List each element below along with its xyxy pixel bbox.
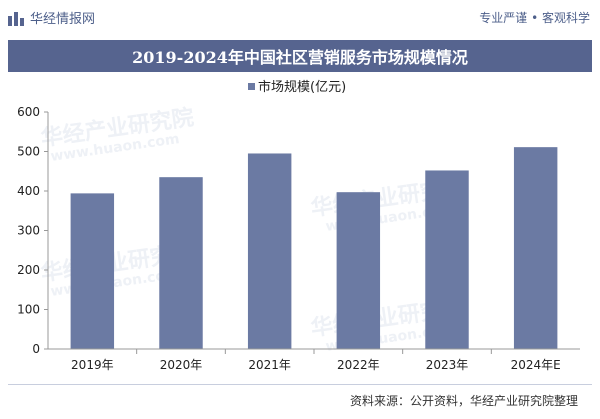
x-tick-label: 2024年E	[511, 358, 561, 372]
x-tick-label: 2019年	[71, 358, 114, 372]
top-bar: 华经情报网 专业严谨 • 客观科学	[0, 0, 600, 30]
bar	[247, 153, 292, 349]
x-tick-label: 2020年	[160, 358, 203, 372]
logo-text: 华经情报网	[30, 12, 96, 27]
logo: 华经情报网	[8, 8, 95, 27]
bar	[159, 177, 203, 349]
bar	[336, 192, 381, 349]
slogan: 专业严谨 • 客观科学	[479, 11, 590, 25]
y-tick-label: 200	[17, 263, 40, 277]
bottom-rule	[8, 384, 592, 385]
legend-label: 市场规模(亿元)	[258, 79, 346, 95]
bar	[513, 147, 558, 349]
bar	[70, 193, 115, 349]
y-tick-label: 100	[17, 303, 40, 317]
y-tick-label: 300	[17, 224, 40, 238]
x-tick-label: 2022年	[337, 358, 380, 372]
y-axis: 0 100 200 300 400 500 600	[17, 105, 49, 356]
logo-icon	[8, 11, 24, 26]
y-tick-label: 600	[17, 105, 40, 119]
y-tick-label: 400	[17, 184, 40, 198]
source-note: 资料来源：公开资料，华经产业研究院整理	[349, 394, 578, 408]
bar	[425, 170, 469, 349]
legend-swatch	[248, 83, 255, 90]
bars	[70, 147, 558, 349]
y-tick-label: 0	[32, 342, 40, 356]
x-tick-label: 2021年	[248, 358, 291, 372]
legend: 市场规模(亿元)	[248, 79, 346, 95]
y-tick-label: 500	[17, 145, 40, 159]
chart-title: 2019-2024年中国社区营销服务市场规模情况	[132, 48, 468, 67]
x-tick-label: 2023年	[426, 358, 469, 372]
x-axis: 2019年 2020年 2021年 2022年 2023年 2024年E	[48, 348, 580, 372]
title-band: 2019-2024年中国社区营销服务市场规模情况	[8, 40, 592, 72]
